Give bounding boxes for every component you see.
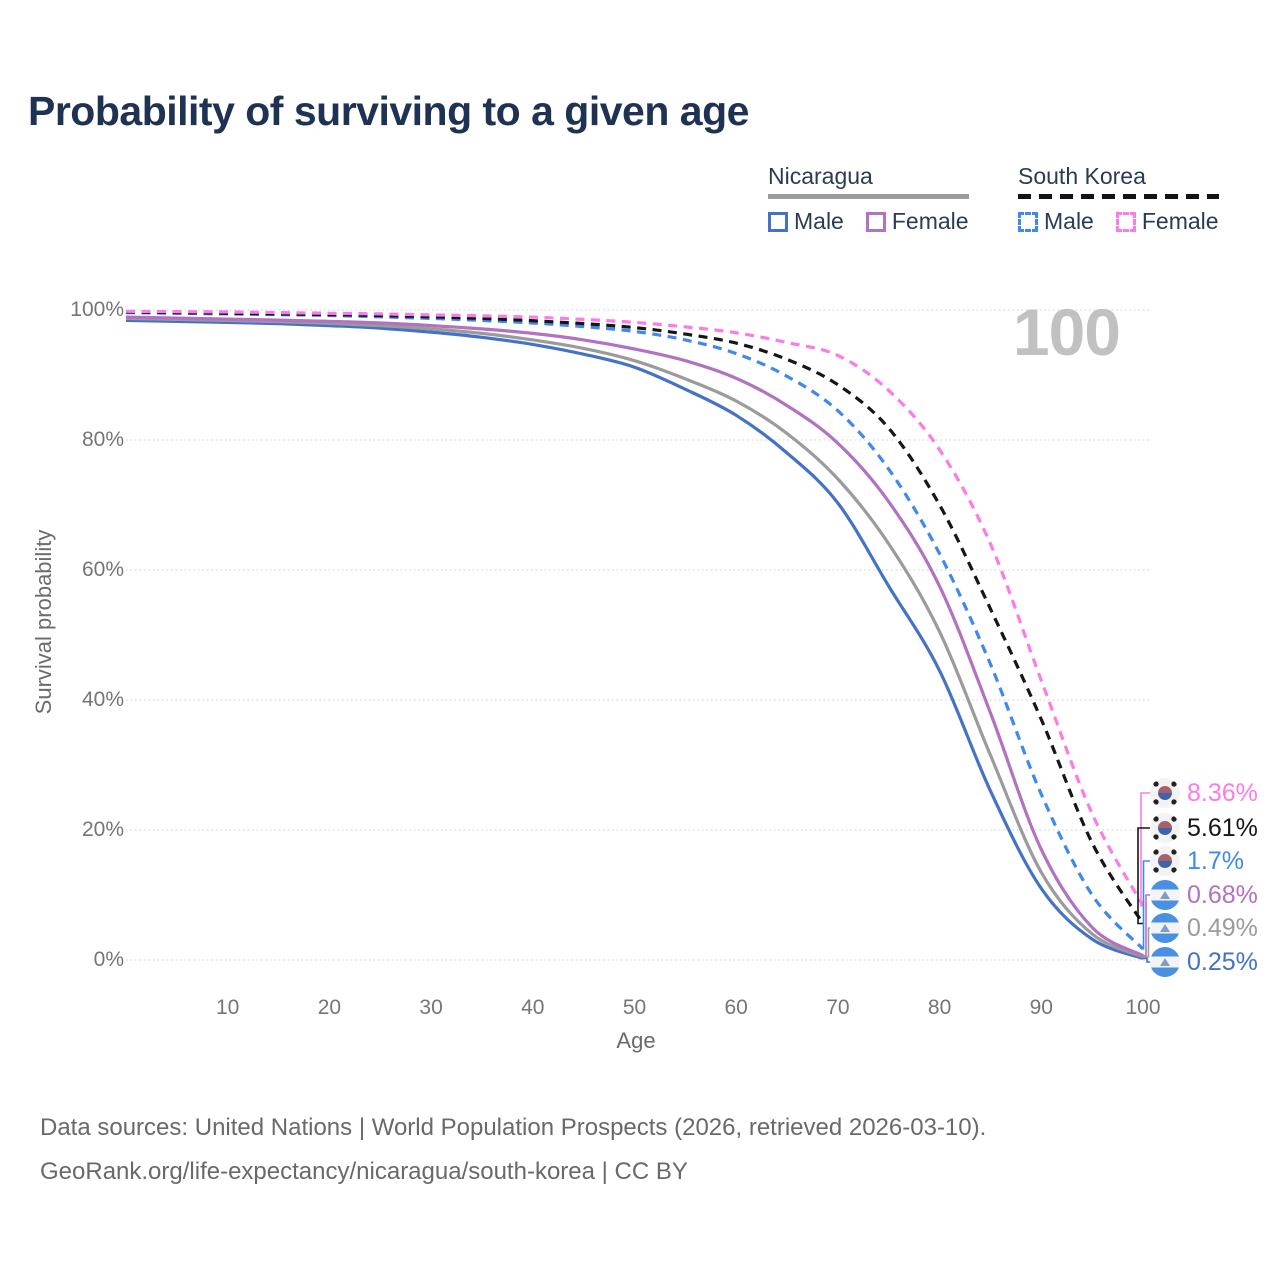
y-tick-label: 80%	[81, 428, 124, 451]
south-korea-male-swatch-icon	[1018, 211, 1038, 232]
legend-label-nicaragua-female: Female	[891, 208, 969, 234]
legend-item-nicaragua-male[interactable]: Male	[768, 208, 844, 235]
end-label-value-nicaragua-male: 0.25%	[1187, 947, 1258, 976]
page-title: Probability of surviving to a given age	[28, 88, 749, 134]
legend-label-nicaragua-male: Male	[794, 208, 844, 234]
y-tick-label: 60%	[81, 558, 124, 581]
nicaragua-flag-icon	[1150, 947, 1180, 977]
legend: Nicaragua Male Female South Korea	[0, 163, 1280, 243]
end-label-nicaragua-male: 0.25%	[1150, 945, 1258, 979]
end-label-south-korea-female: 8.36%	[1150, 776, 1258, 810]
legend-items-south-korea: Male Female	[1018, 208, 1219, 235]
south-korea-female-swatch-icon	[1115, 211, 1136, 232]
x-tick-label: 60	[724, 996, 748, 1019]
south-korea-line-style-swatch	[1018, 194, 1219, 199]
curve-south-korea-male	[125, 311, 1145, 951]
x-tick-label: 100	[1125, 996, 1161, 1019]
y-tick-label: 100%	[70, 298, 124, 321]
end-label-nicaragua-female: 0.68%	[1150, 878, 1258, 912]
curve-nicaragua-male	[125, 318, 1144, 960]
x-tick-label: 20	[317, 996, 342, 1019]
legend-item-nicaragua-female[interactable]: Female	[865, 208, 969, 235]
legend-label-south-korea-male: Male	[1044, 208, 1094, 234]
end-label-value-south-korea-country-line: 5.61%	[1187, 813, 1258, 842]
legend-group-nicaragua: Nicaragua Male Female	[768, 163, 969, 235]
x-axis-title: Age	[616, 1028, 656, 1053]
nicaragua-line-style-swatch	[768, 194, 969, 199]
end-label-value-nicaragua-female: 0.68%	[1187, 880, 1258, 909]
end-label-value-south-korea-female: 8.36%	[1187, 778, 1258, 807]
end-label-south-korea-country-line: 5.61%	[1150, 811, 1258, 845]
x-tick-label: 40	[521, 996, 545, 1019]
curve-south-korea-female	[125, 309, 1145, 907]
end-label-connector-nicaragua-country-line	[1143, 927, 1150, 958]
x-tick-label: 50	[622, 996, 647, 1019]
footer: Data sources: United Nations | World Pop…	[40, 1106, 986, 1194]
end-label-connector-south-korea-female	[1140, 792, 1150, 907]
y-tick-label: 0%	[93, 948, 124, 971]
curve-nicaragua-country-line	[125, 316, 1144, 959]
nicaragua-flag-icon	[1150, 880, 1180, 910]
legend-country-nicaragua: Nicaragua	[768, 163, 873, 189]
x-tick-label: 10	[216, 996, 240, 1019]
end-label-nicaragua-country-line: 0.49%	[1150, 911, 1258, 945]
y-tick-label: 20%	[81, 818, 124, 841]
end-label-value-nicaragua-country-line: 0.49%	[1187, 913, 1258, 942]
nicaragua-flag-icon	[1150, 913, 1180, 943]
x-tick-label: 80	[927, 996, 952, 1019]
legend-item-south-korea-female[interactable]: Female	[1115, 208, 1219, 235]
y-tick-label: 40%	[81, 688, 124, 711]
end-label-value-south-korea-male: 1.7%	[1187, 846, 1244, 875]
legend-item-south-korea-male[interactable]: Male	[1018, 208, 1094, 235]
end-label-south-korea-male: 1.7%	[1150, 844, 1244, 878]
south-korea-flag-icon	[1150, 813, 1180, 843]
legend-label-south-korea-female: Female	[1141, 208, 1219, 234]
end-label-connector-south-korea-male	[1142, 860, 1150, 950]
end-label-connector-nicaragua-male	[1143, 957, 1150, 963]
curve-nicaragua-female	[125, 315, 1144, 958]
nicaragua-female-swatch-icon	[865, 211, 886, 232]
curve-south-korea-country-line	[125, 310, 1145, 925]
end-label-connector-south-korea-country-line	[1137, 827, 1150, 925]
legend-group-south-korea: South Korea Male Female	[1018, 163, 1219, 235]
south-korea-flag-icon	[1150, 846, 1180, 876]
attribution-line: GeoRank.org/life-expectancy/nicaragua/so…	[40, 1158, 688, 1185]
x-tick-label: 30	[419, 996, 443, 1019]
legend-items-nicaragua: Male Female	[768, 208, 969, 235]
y-axis-title: Survival probability	[31, 529, 56, 715]
legend-country-south-korea: South Korea	[1018, 163, 1146, 189]
nicaragua-male-swatch-icon	[768, 211, 788, 232]
data-sources-line: Data sources: United Nations | World Pop…	[40, 1114, 987, 1141]
x-tick-label: 90	[1029, 996, 1053, 1019]
age-watermark: 100	[1012, 295, 1121, 369]
south-korea-flag-icon	[1150, 778, 1180, 808]
x-tick-label: 70	[826, 996, 850, 1019]
end-label-connector-nicaragua-female	[1143, 894, 1150, 957]
